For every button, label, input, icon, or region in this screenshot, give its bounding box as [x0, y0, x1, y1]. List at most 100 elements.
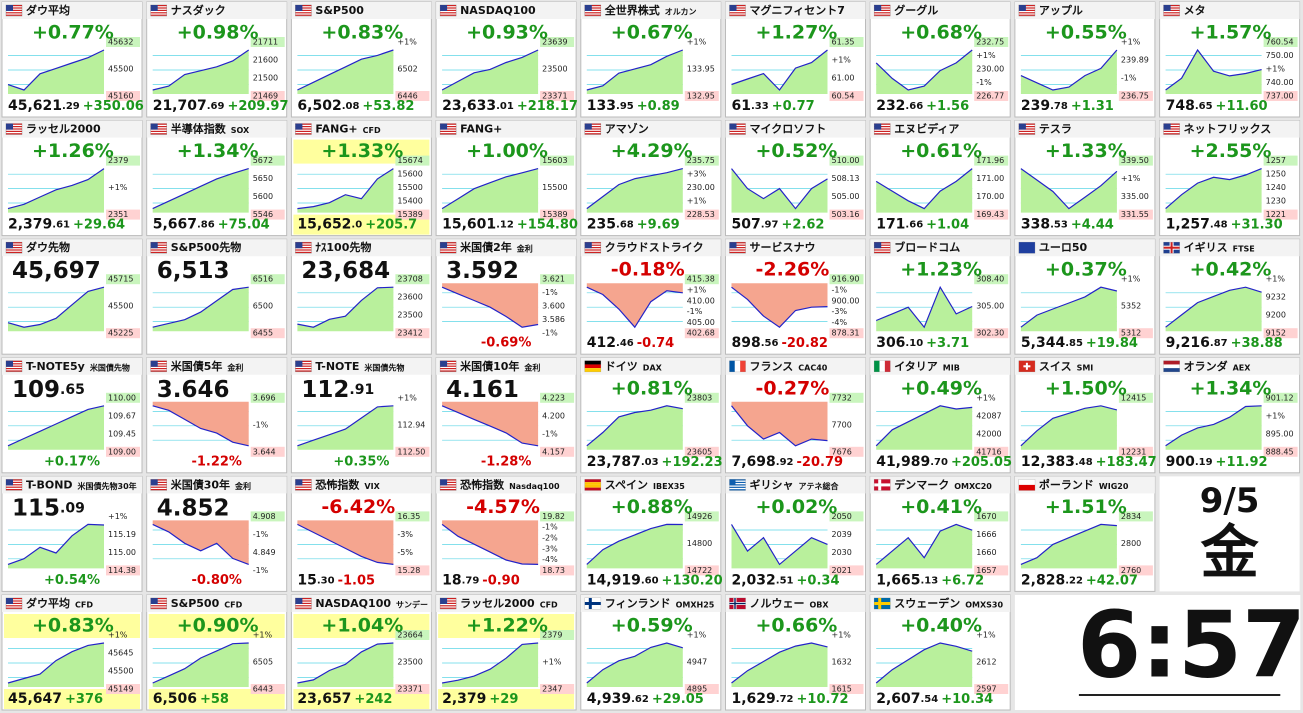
tile-header — [580, 120, 721, 138]
market-tile[interactable]: マイクロソフト 510.00 508.13 505.00 503.16 +0.52% 507… — [725, 120, 866, 237]
market-tile[interactable]: オランダ AEX 901.12 +1% 895.00 888.45 +1.34% 900.19… — [1159, 357, 1301, 474]
market-tile[interactable]: ﾅｽ100先物 23708 23600 23500 23412 23,684 — [290, 238, 432, 355]
flag — [150, 123, 167, 135]
price-decimal: .30 — [317, 575, 335, 586]
market-tile[interactable]: T-BOND 米国債先物30年 +1% 115.19 115.00 114.38 115.0… — [1, 475, 143, 592]
spark-area — [297, 520, 394, 565]
axis-label: 335.00 — [1121, 192, 1149, 201]
price-decimal: .68 — [616, 220, 634, 231]
tile-sub: アテネ総合 — [799, 481, 840, 491]
price-change: +0.34 — [797, 573, 840, 588]
market-tile[interactable]: ユーロ50 +1% 5352 5312 +0.37% 5,344.85 +19.84 — [1014, 238, 1156, 355]
market-tile[interactable]: ブロードコム 308.40 305.00 302.30 +1.23% 306.10 +3.7… — [869, 238, 1011, 355]
market-tile[interactable]: スウェーデン OMXS30 +1% 2612 2597 +0.40% 2,607.54 +10… — [869, 594, 1011, 711]
tile-sub: 米国債先物30年 — [77, 481, 137, 491]
spark-line — [152, 523, 249, 565]
label-bg — [540, 274, 575, 285]
price-line: 4,939.62 +29.05 — [587, 691, 704, 707]
price-line: 21,707.69 +209.97 — [153, 98, 289, 114]
market-tile[interactable]: マグニフィセント7 61.35 +1% 61.00 60.54 +1.27% 61.33 +0… — [725, 1, 866, 118]
market-tile[interactable]: サービスナウ 916.90 -1%900.00 -3% -4% 878.31 -2.26% 8… — [725, 238, 866, 355]
market-tile[interactable]: 米国債5年 金利 3.696 -1% 3.644 3.646 -1.22% — [146, 357, 288, 474]
flag-part — [1163, 133, 1180, 135]
flag-part — [150, 14, 167, 16]
spark-area — [442, 50, 539, 94]
price-line: 115.09 — [12, 495, 85, 521]
flag-part — [729, 487, 746, 490]
market-tile[interactable]: アップル +1% 239.89 -1% 236.75 +0.55% 239.78 +1.31 — [1014, 1, 1156, 118]
market-tile[interactable]: 恐怖指数 VIX 16.35 -3% -5% 15.28 -6.42% 15.30 -1.05 — [290, 475, 432, 592]
market-tile[interactable]: ネットフリックス 1257 1250 1240 1230 1221 +2.55% 1,257.… — [1159, 120, 1301, 237]
axis-label: +1% — [1266, 411, 1286, 420]
market-tile[interactable]: ダウ平均 CFD +1% 45645 45500 45149 +0.83% 45,647 +37… — [1, 594, 143, 711]
axis-label: 3.621 — [542, 275, 565, 284]
axis-label: 21469 — [253, 92, 278, 101]
spark-area — [442, 520, 539, 565]
spark-area — [8, 405, 104, 450]
tile-name: フランス — [750, 360, 794, 373]
market-tile[interactable]: 米国債10年 金利 4.223 4.200 -1% 4.157 4.161 -1.28% — [435, 357, 577, 474]
price-decimal: .60 — [641, 575, 659, 586]
market-tile[interactable]: デンマーク OMXC20 1670 1666 1660 1657 +0.41% 1,665.1… — [869, 475, 1011, 592]
label-bg — [540, 565, 575, 576]
market-tile[interactable]: エヌビディア 171.96 171.00 170.00 169.43 +0.61% 171.… — [869, 120, 1011, 237]
market-tile[interactable]: アマゾン 235.75 +3% 230.00 +1% 228.53 +4.29% 235.68… — [580, 120, 722, 237]
market-tile[interactable]: スイス SMI 12415 12231 +1.50% 12,383.48 +183.47 — [1014, 357, 1157, 474]
market-tile[interactable]: S&P500先物 6516 6500 6455 6,513 — [146, 238, 288, 355]
market-tile[interactable]: NASDAQ100 サンデー 23664 23500 23371 +1.04% 23,657… — [290, 594, 432, 711]
axis-label: 4895 — [687, 685, 707, 694]
market-tile[interactable]: T-NOTE5y 米国債先物 110.00 109.67 109.45 109.00 109… — [1, 357, 143, 474]
flag-part — [295, 133, 312, 135]
weekday: 金 — [1201, 519, 1260, 587]
market-tile[interactable]: グーグル 232.75 +1% 230.00 -1% 226.77 +0.68% 232.66… — [869, 1, 1011, 118]
market-tile[interactable]: 恐怖指数 Nasdaq100 19.82 -1% -2%-3% -4% 18.73 -4.57… — [435, 475, 577, 592]
market-tile[interactable]: ナスダック 21711 21600 21500 21469 +0.98% 21,707.69… — [146, 1, 289, 118]
flag-part — [1018, 242, 1035, 254]
tile-name: 恐怖指数 — [315, 477, 360, 491]
spark-area — [297, 50, 394, 94]
flag-part — [150, 489, 167, 491]
market-tile[interactable]: 半導体指数 SOX 5672 5650 5600 5546 +1.34% 5,667.86 +7… — [146, 120, 288, 237]
market-tile[interactable]: ラッセル2000 2379 +1% 2351 +1.26% 2,379.61 +29.64 — [1, 120, 143, 237]
market-tile[interactable]: フィンランド OMXH25 +1% 4947 4895 +0.59% 4,939.62 +29… — [580, 594, 722, 711]
market-tile[interactable]: ノルウェー OBX +1% 1632 1615 +0.66% 1,629.72 +10.72 — [725, 594, 866, 711]
flag-part — [6, 360, 13, 367]
axis-label: -5% — [397, 548, 413, 557]
axis-label: 7676 — [832, 447, 852, 456]
axis-label: 302.30 — [976, 329, 1004, 338]
market-tile[interactable]: イタリア MIB +1% 42087 42000 41716 +0.49% 41,989.70… — [869, 357, 1012, 474]
axis-label: 236.75 — [1121, 92, 1149, 101]
spark-area — [586, 524, 683, 569]
market-tile[interactable]: ポーランド WIG20 2834 2800 2760 +1.51% 2,828.22 +42.… — [1014, 475, 1156, 592]
market-tile[interactable]: メタ 760.54 750.00 +1% 740.00 737.00 +1.57% 748.6… — [1159, 1, 1301, 118]
market-tile[interactable]: 米国債2年 金利 3.621 -1% 3.600 3.586 -1% 3.592 -0.69% — [435, 238, 577, 355]
market-tile[interactable]: NASDAQ100 23639 23500 23371 +0.93% 23,633.01 +… — [435, 1, 578, 118]
market-tile[interactable]: ダウ平均 45632 45500 45160 +0.77% 45,621.29 +350.0… — [1, 1, 144, 118]
market-tile[interactable]: イギリス FTSE +1% 9232 9200 9152 +0.42% 9,216.87 +38… — [1159, 238, 1301, 355]
market-tile[interactable]: FANG+ CFD 15674 15600 15500 15400 15389 +1.33% 1… — [290, 120, 432, 237]
market-tile[interactable]: ダウ先物 45715 45500 45225 45,697 — [1, 238, 143, 355]
market-tile[interactable]: テスラ 339.50 +1% 335.00 331.55 +1.33% 338.53 +4.4… — [1014, 120, 1156, 237]
market-tile[interactable]: フランス CAC40 7732 7700 7676 -0.27% 7,698.92 -20.7… — [725, 357, 866, 474]
market-tile[interactable]: ドイツ DAX 23803 23605 +0.81% 23,787.03 +192.23 — [580, 357, 723, 474]
flag-part — [440, 251, 457, 253]
market-tile[interactable]: S&P500 +1% 6502 6446 +0.83% 6,502.08 +53.82 — [290, 1, 432, 118]
market-tile[interactable]: ギリシャ アテネ総合 2050 2039 2030 2021 +0.02% 2,032.51 +… — [725, 475, 866, 592]
market-tile[interactable]: S&P500 CFD +1% 6505 6443 +0.90% 6,506 +58 — [146, 594, 288, 711]
flag-part — [1163, 364, 1180, 369]
market-tile[interactable]: 米国債30年 金利 4.908 -1% 4.849 -1% 4.852 -0.80% — [146, 475, 288, 592]
spark-area — [586, 643, 683, 687]
price-change: +11.60 — [1216, 99, 1268, 114]
clock-tile: 6:57 — [1014, 591, 1303, 710]
highlight — [293, 214, 430, 235]
market-tile[interactable]: FANG+ 15603 15500 15389 +1.00% 15,601.12 +154.… — [435, 120, 578, 237]
market-tile[interactable]: クラウドストライク 415.38 +1%410.00 -1% 405.00 402.68 -… — [580, 238, 722, 355]
market-tile[interactable]: T-NOTE 米国債先物 +1% 112.94 112.50 112.91 +0.35% — [290, 357, 432, 474]
axis-label: 9152 — [1266, 329, 1286, 338]
flag-part — [729, 485, 746, 487]
tile-sub: OMXC20 — [954, 482, 992, 491]
market-tile[interactable]: ラッセル2000 CFD 2379 +1% 2347 +1.22% 2,379 +29 — [435, 594, 577, 711]
market-tile[interactable]: スペイン IBEX35 14926 14800 14722 +0.88% 14,919.60… — [580, 475, 723, 592]
spark-area — [442, 283, 539, 328]
